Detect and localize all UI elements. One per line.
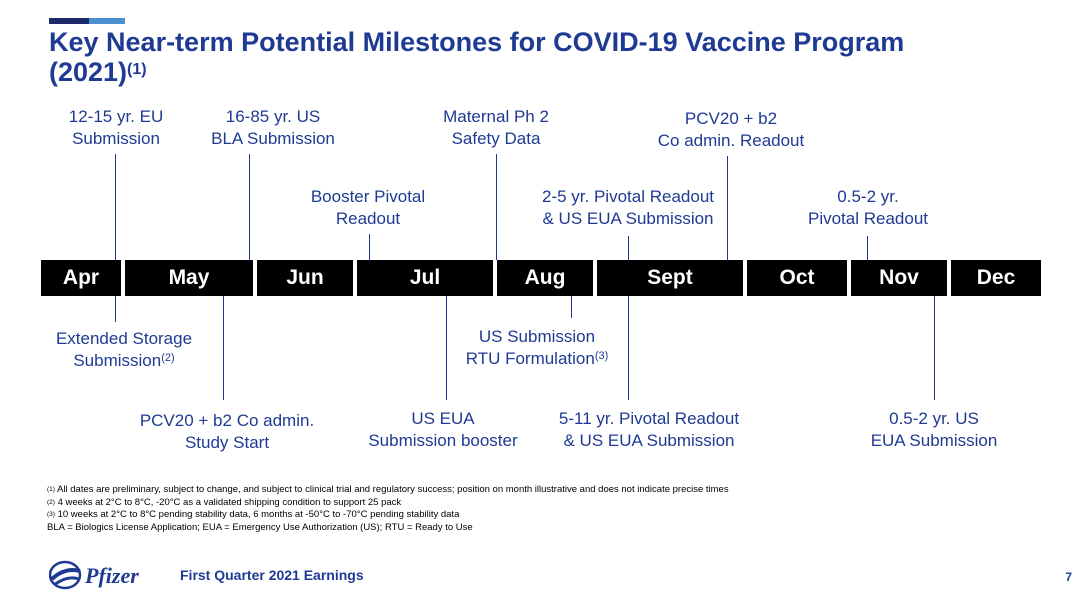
footnotes: (1) All dates are preliminary, subject t…: [47, 484, 729, 534]
bla-line2: BLA Submission: [211, 129, 335, 148]
pivotal511-line1: 5-11 yr. Pivotal Readout: [558, 409, 740, 428]
footnote-1-mark: (1): [47, 486, 55, 493]
footnote-1-text: All dates are preliminary, subject to ch…: [57, 484, 729, 495]
connector-euabooster: [446, 296, 447, 400]
milestone-eua-booster: US EUA Submission booster: [368, 408, 517, 452]
connector-rtu: [571, 296, 572, 318]
milestone-pivotal-0-5-2: 0.5-2 yr. Pivotal Readout: [808, 186, 928, 230]
pfizer-logo: Pfizer: [48, 555, 159, 595]
rtu-line2: RTU Formulation: [465, 349, 595, 368]
accent-light: [89, 18, 125, 24]
maternal-line1: Maternal Ph 2: [443, 107, 549, 126]
connector-booster: [369, 234, 370, 260]
booster-line1: Booster Pivotal: [310, 187, 426, 206]
pivotal511-line2: & US EUA Submission: [563, 431, 735, 450]
milestone-eu-submission: 12-15 yr. EU Submission: [69, 106, 164, 150]
milestone-booster-readout: Booster Pivotal Readout: [311, 186, 425, 230]
connector-eua052: [934, 296, 935, 400]
pcv20start-line1: PCV20 + b2 Co admin.: [139, 411, 315, 430]
rtu-note: (3): [594, 350, 609, 362]
connector-pivotal511: [628, 296, 629, 400]
bla-line1: 16-85 yr. US: [225, 107, 321, 126]
footnote-3: (3) 10 weeks at 2°C to 8°C pending stabi…: [47, 509, 729, 522]
pcv20start-line2: Study Start: [184, 433, 270, 452]
milestone-pivotal-5-11: 5-11 yr. Pivotal Readout & US EUA Submis…: [559, 408, 739, 452]
maternal-line2: Safety Data: [451, 129, 541, 148]
milestone-pcv20-readout: PCV20 + b2 Co admin. Readout: [658, 108, 804, 152]
title-note: (1): [127, 61, 147, 78]
pcv20-line2: Co admin. Readout: [657, 131, 805, 150]
footnote-3-mark: (3): [47, 511, 55, 518]
page-number: 7: [1065, 570, 1072, 584]
month-may: May: [125, 260, 253, 296]
milestone-rtu-formulation: US Submission RTU Formulation(3): [466, 326, 609, 370]
connector-eu: [115, 154, 116, 260]
month-dec: Dec: [951, 260, 1041, 296]
month-aug: Aug: [497, 260, 593, 296]
storage-note: (2): [161, 352, 175, 364]
month-jun: Jun: [257, 260, 353, 296]
connector-maternal: [496, 154, 497, 260]
rtu-line1: US Submission: [478, 327, 596, 346]
month-oct: Oct: [747, 260, 847, 296]
connector-bla: [249, 154, 250, 260]
milestone-bla-submission: 16-85 yr. US BLA Submission: [211, 106, 335, 150]
footnote-3-text: 10 weeks at 2°C to 8°C pending stability…: [57, 509, 460, 520]
connector-pcv20start: [223, 296, 224, 400]
booster-line2: Readout: [335, 209, 401, 228]
milestone-pcv20-study-start: PCV20 + b2 Co admin. Study Start: [140, 410, 314, 454]
title-accent-bar: [49, 18, 125, 24]
milestone-maternal-safety: Maternal Ph 2 Safety Data: [443, 106, 549, 150]
month-jul: Jul: [357, 260, 493, 296]
connector-pcv20: [727, 156, 728, 260]
eu-line1: 12-15 yr. EU: [68, 107, 164, 126]
title-year: (2021): [49, 57, 128, 87]
eua052-line1: 0.5-2 yr. US: [889, 409, 979, 428]
pivotal25-line1: 2-5 yr. Pivotal Readout: [542, 187, 714, 206]
pfizer-logo-icon: Pfizer: [48, 560, 139, 590]
connector-pivotal052: [867, 236, 868, 260]
euabooster-line2: Submission booster: [368, 431, 518, 450]
footnote-2-text: 4 weeks at 2°C to 8°C, -20°C as a valida…: [57, 496, 402, 508]
pivotal052-line2: Pivotal Readout: [807, 209, 929, 228]
eua052-line2: EUA Submission: [870, 431, 998, 450]
month-nov: Nov: [851, 260, 947, 296]
accent-dark: [49, 18, 89, 24]
month-apr: Apr: [41, 260, 121, 296]
connector-pivotal25: [628, 236, 629, 260]
footnote-1: (1) All dates are preliminary, subject t…: [47, 484, 729, 497]
footer-text: First Quarter 2021 Earnings: [180, 567, 364, 583]
euabooster-line1: US EUA: [411, 409, 475, 428]
timeline-bar: Apr May Jun Jul Aug Sept Oct Nov Dec: [41, 260, 1041, 296]
footnote-2-mark: (2): [47, 498, 55, 506]
connector-storage: [115, 296, 116, 322]
milestone-pivotal-2-5: 2-5 yr. Pivotal Readout & US EUA Submiss…: [542, 186, 714, 230]
pcv20-line1: PCV20 + b2: [684, 109, 778, 128]
milestone-extended-storage: Extended Storage Submission(2): [56, 328, 192, 372]
pfizer-logo-text: Pfizer: [84, 563, 139, 588]
abbreviations: BLA = Biologics License Application; EUA…: [47, 521, 473, 533]
milestone-eua-0-5-2: 0.5-2 yr. US EUA Submission: [871, 408, 998, 452]
slide-title: Key Near-term Potential Milestones for C…: [49, 27, 1049, 87]
pivotal25-line2: & US EUA Submission: [542, 209, 714, 228]
storage-line2: Submission: [73, 351, 162, 370]
footnote-2: (2) 4 weeks at 2°C to 8°C, -20°C as a va…: [47, 497, 729, 510]
month-sept: Sept: [597, 260, 743, 296]
storage-line1: Extended Storage: [55, 329, 193, 348]
eu-line2: Submission: [72, 129, 160, 148]
title-text: Key Near-term Potential Milestones for C…: [49, 27, 905, 57]
pivotal052-line1: 0.5-2 yr.: [837, 187, 899, 206]
